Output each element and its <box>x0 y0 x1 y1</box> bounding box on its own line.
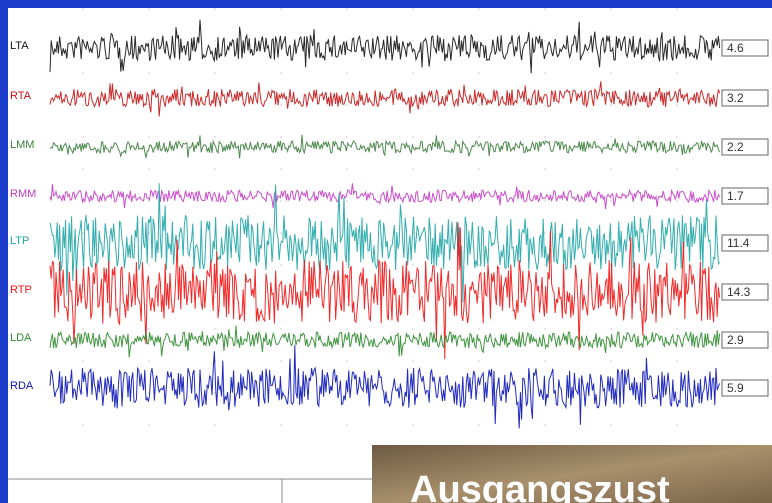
trace <box>49 134 721 159</box>
caption-box <box>372 445 772 503</box>
channel-label: LDA <box>10 332 32 344</box>
channel-label: RTA <box>10 90 32 102</box>
channel-value: 2.9 <box>727 333 744 347</box>
channel-label: LTA <box>10 40 29 52</box>
emg-view: Ausgangszust LTA 4.6 RTA 3.2 LMM 2.2 RMM 1.7 LTP… <box>8 8 772 503</box>
channel-label: LTP <box>10 235 29 247</box>
channel-label: RTP <box>10 284 32 296</box>
trace <box>49 183 720 303</box>
channel-label: LMM <box>10 139 34 151</box>
value-box <box>721 39 769 57</box>
channel-value: 1.7 <box>727 189 744 203</box>
channel-value: 3.2 <box>727 91 744 105</box>
value-box <box>721 89 769 107</box>
channel-value: 11.4 <box>727 236 750 250</box>
panel: Ausgangszust LTA 4.6 RTA 3.2 LMM 2.2 RMM 1.7 LTP… <box>8 8 772 503</box>
channel-value: 4.6 <box>727 41 744 55</box>
value-box <box>721 331 769 349</box>
channel-value: 14.3 <box>727 285 751 299</box>
trace <box>49 222 721 360</box>
channel-value: 5.9 <box>727 381 744 395</box>
value-box <box>721 379 769 397</box>
trace <box>49 325 721 358</box>
caption: Ausgangszust <box>410 469 670 503</box>
value-box <box>721 283 769 301</box>
value-box <box>721 138 769 156</box>
trace <box>49 19 721 74</box>
trace <box>49 81 721 117</box>
channel-label: RDA <box>10 380 34 392</box>
trace <box>49 183 721 210</box>
channel-label: RMM <box>10 188 36 200</box>
value-box <box>721 187 769 205</box>
trace <box>49 345 721 429</box>
channel-value: 2.2 <box>727 140 744 154</box>
value-box <box>721 234 769 252</box>
